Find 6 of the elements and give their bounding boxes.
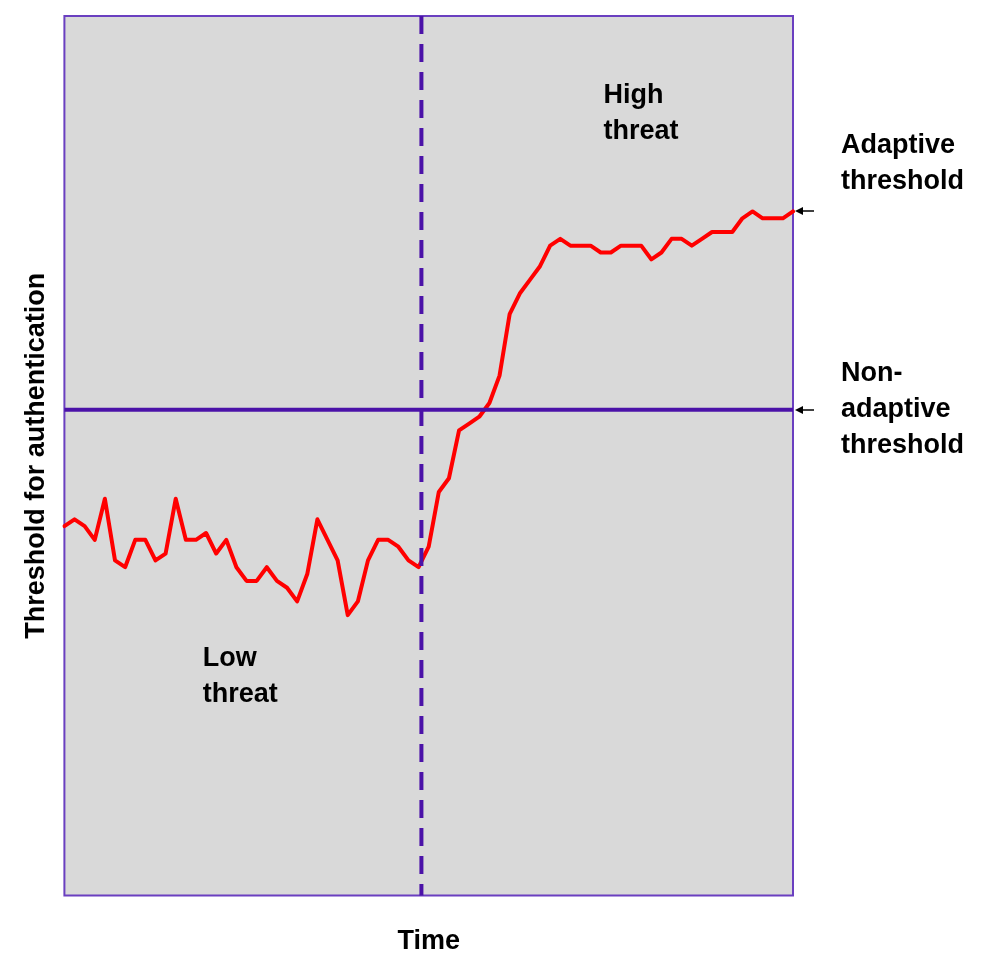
x-axis-title: Time (397, 925, 460, 956)
series-label: Adaptive threshold (841, 128, 965, 195)
y-axis-title: Threshold for authentication (19, 272, 50, 639)
annotation: Low threat (202, 641, 278, 708)
text: High threat (603, 78, 679, 145)
ref-line-label: Non-adaptive threshold (841, 357, 965, 460)
